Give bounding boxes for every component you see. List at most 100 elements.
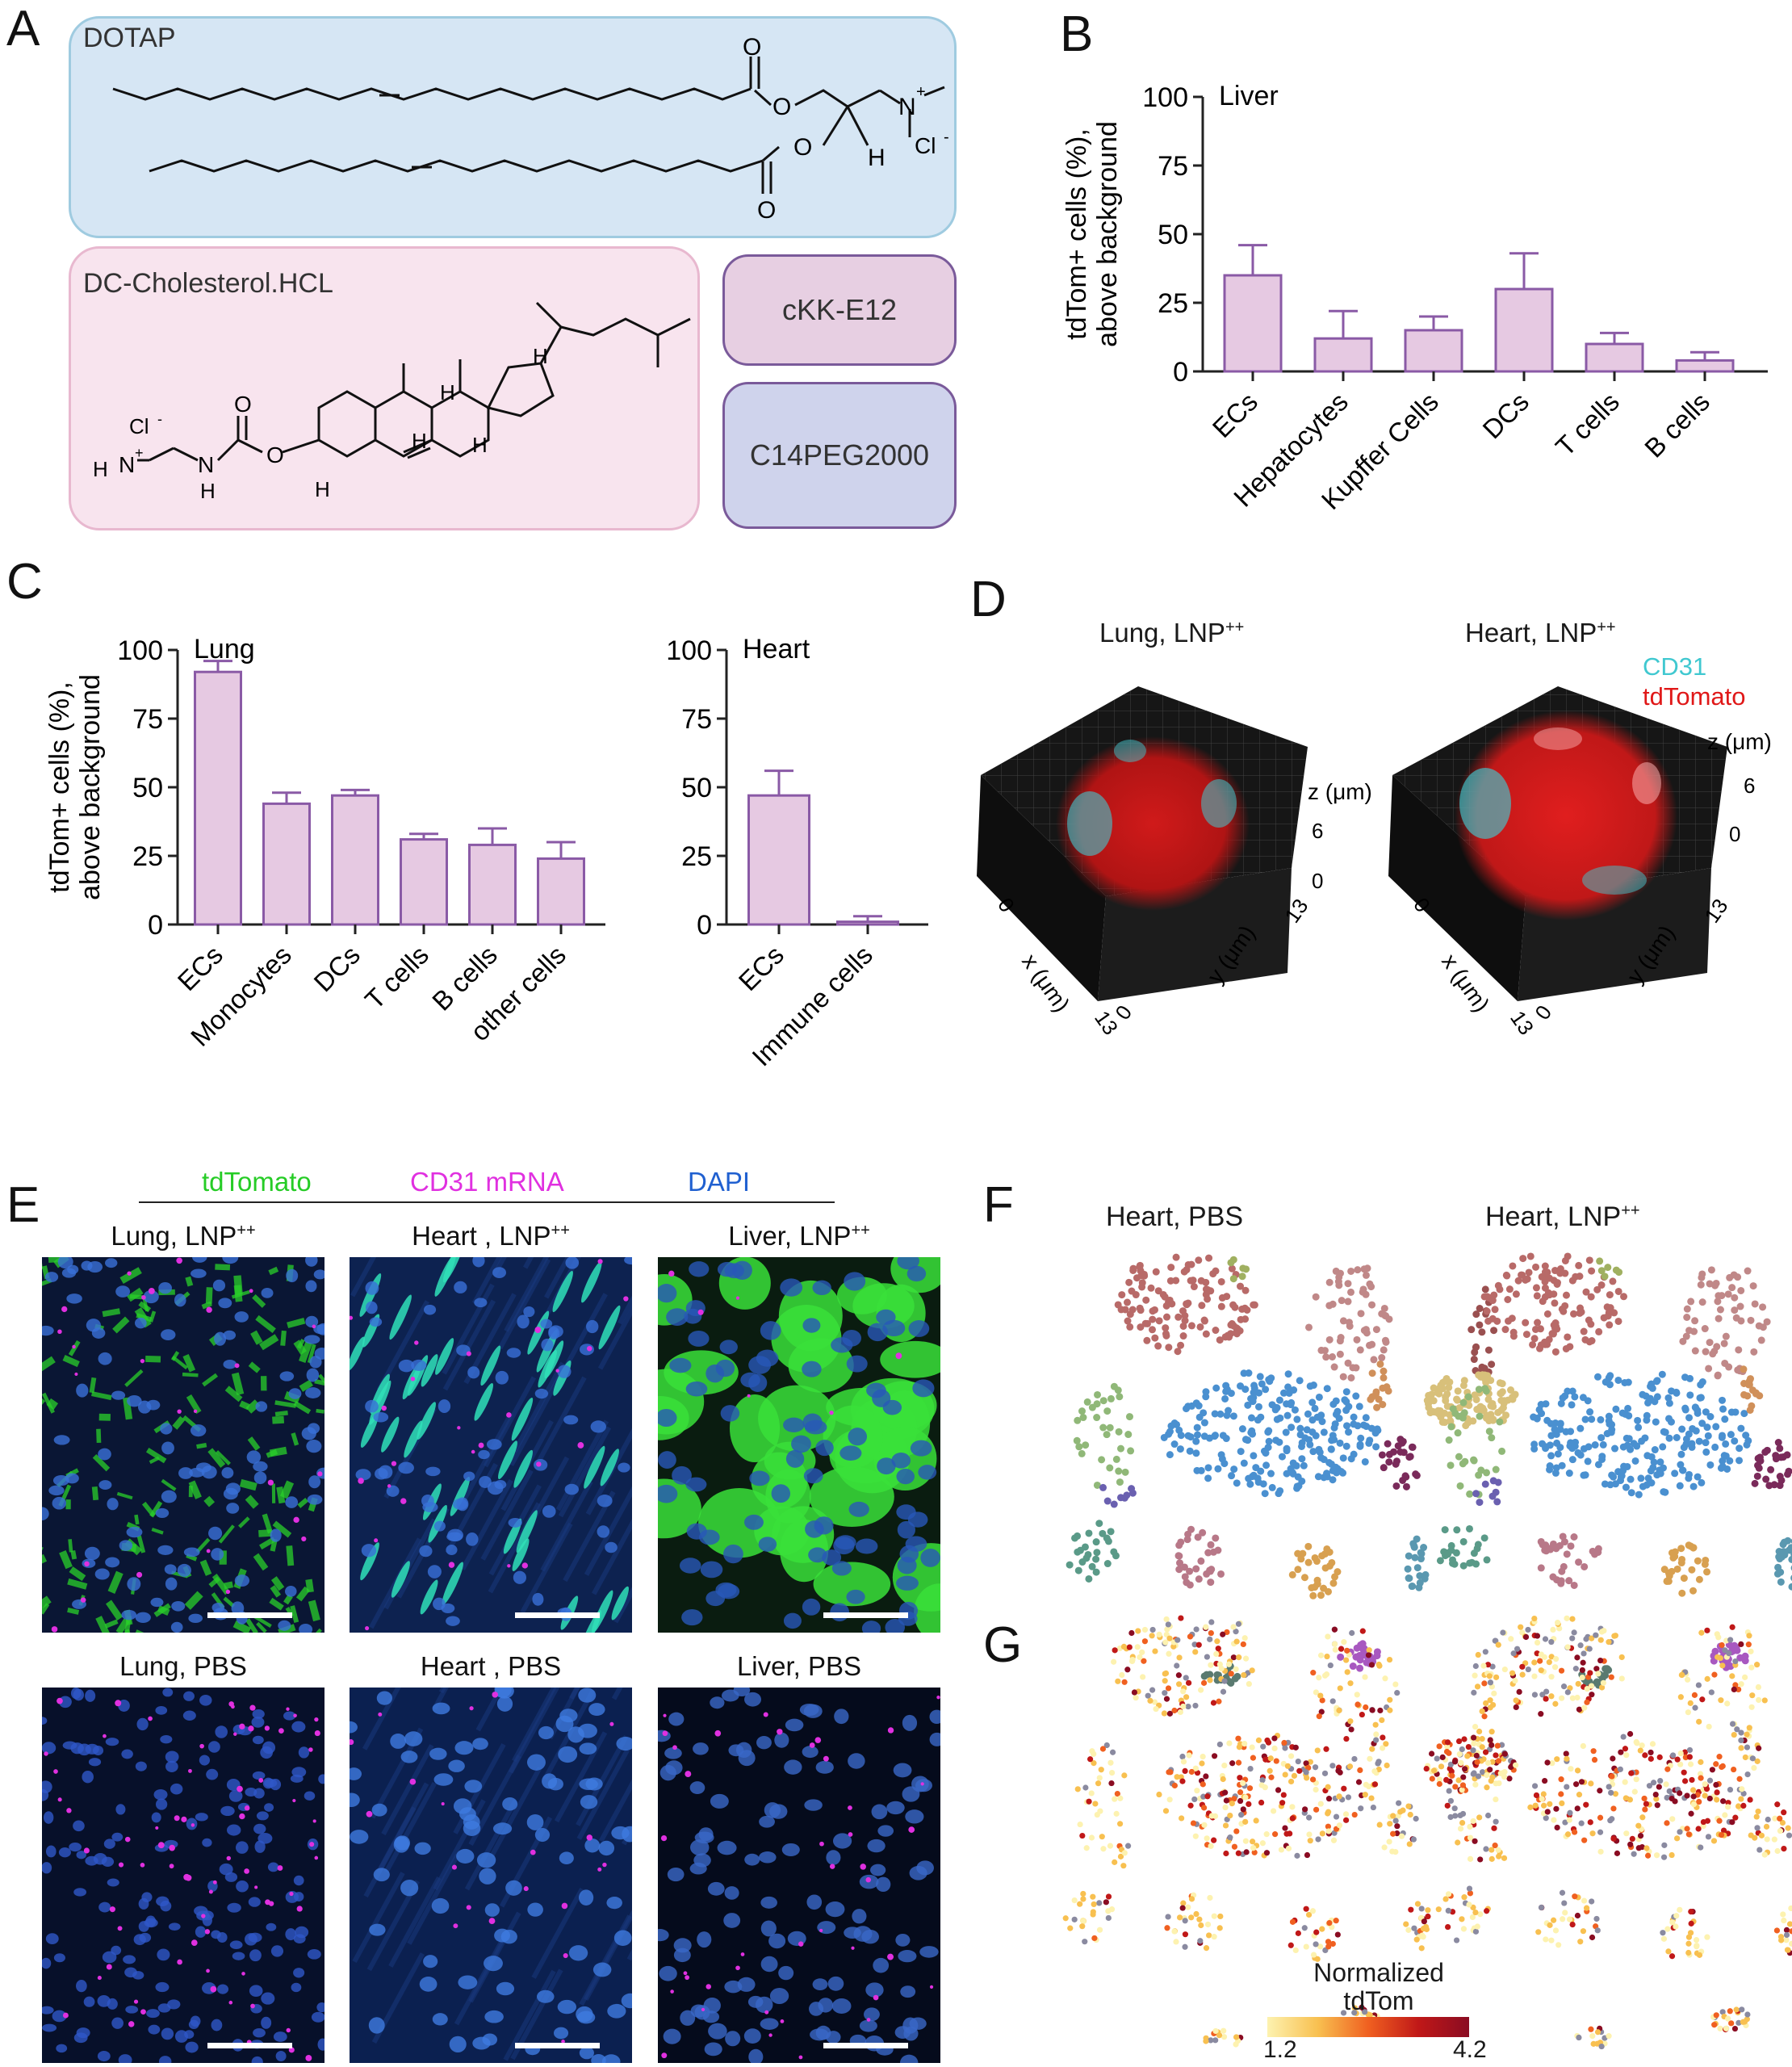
cell-point <box>1587 1320 1595 1328</box>
cell-point <box>1342 1811 1350 1818</box>
cell-point <box>1457 1826 1464 1832</box>
cell-point <box>1381 1336 1389 1344</box>
dapi-nucleus <box>245 1933 257 1946</box>
cell-point <box>1207 1541 1215 1549</box>
cd31-mrna-dot <box>293 1516 299 1524</box>
dapi-nucleus <box>454 1741 474 1755</box>
cell-point <box>1313 1929 1320 1935</box>
dapi-nucleus <box>743 2028 761 2044</box>
cell-point <box>1103 1534 1111 1542</box>
dapi-nucleus <box>578 1688 597 1703</box>
cd31-mrna-dot <box>365 1625 370 1631</box>
cell-point <box>1192 1702 1199 1709</box>
cd31-mrna-dot <box>873 1994 879 2001</box>
cd31-mrna-dot <box>809 1742 815 1748</box>
cell-point <box>1455 1738 1463 1745</box>
cell-point <box>1637 1747 1643 1754</box>
tdtomato-signal <box>112 1316 130 1334</box>
cell-point <box>1325 1809 1332 1815</box>
e-title-6: Liver, PBS <box>736 1651 862 1681</box>
cell-point <box>1180 1688 1187 1695</box>
cd31-mrna-dot <box>51 1626 58 1633</box>
dapi-nucleus <box>791 1435 811 1453</box>
cell-point <box>1552 1927 1560 1934</box>
cell-point <box>1584 1699 1590 1705</box>
cell-point <box>1297 1555 1305 1563</box>
cell-point <box>1501 1326 1509 1334</box>
dapi-nucleus <box>107 1498 119 1511</box>
dapi-nucleus <box>541 1338 554 1352</box>
cd31-mrna-dot <box>314 1855 319 1860</box>
cell-point <box>1117 1795 1124 1801</box>
cell-point <box>1164 1925 1170 1931</box>
dapi-nucleus <box>803 1468 823 1484</box>
cd31-mrna-dot <box>124 1836 131 1843</box>
cell-point <box>1444 1739 1451 1746</box>
cell-point <box>1351 1755 1358 1763</box>
cell-point <box>1786 1832 1792 1838</box>
cell-point <box>1747 1797 1753 1803</box>
cd31-mrna-dot <box>672 1745 677 1750</box>
cell-point <box>1212 2037 1219 2044</box>
dapi-nucleus <box>85 1855 98 1866</box>
tissue-fiber <box>350 1257 377 1298</box>
cell-point <box>1489 1663 1496 1670</box>
dapi-nucleus <box>554 2027 569 2040</box>
cell-point <box>1704 1818 1711 1824</box>
tdtomato-signal <box>307 1344 316 1364</box>
tissue-fiber <box>489 1767 542 1858</box>
dapi-nucleus <box>871 1804 888 1820</box>
cell-point <box>1653 1852 1660 1859</box>
cell-point <box>1481 1285 1489 1293</box>
cell-point <box>1621 1378 1629 1386</box>
tsne-panel-cluster <box>1066 1253 1519 1687</box>
cell-point <box>1702 1348 1710 1356</box>
cell-point <box>1483 1307 1491 1315</box>
cell-point <box>1736 1654 1744 1662</box>
cell-point <box>1204 1835 1210 1842</box>
cell-point <box>1335 1767 1342 1774</box>
cell-point <box>1501 1773 1508 1780</box>
cell-point <box>1772 1815 1778 1822</box>
cell-point <box>1392 1457 1401 1465</box>
cell-point <box>1669 1919 1676 1926</box>
cell-point <box>1238 1305 1246 1313</box>
cell-point <box>1167 1264 1175 1272</box>
cell-point <box>1622 1410 1630 1418</box>
cell-point <box>1105 1893 1112 1900</box>
cell-point <box>1188 1896 1195 1902</box>
cell-point <box>1436 1407 1444 1415</box>
cd31-mrna-dot <box>865 1876 872 1883</box>
cell-point <box>1336 1822 1343 1829</box>
cell-point <box>1362 1414 1370 1422</box>
cell-point <box>1697 1281 1705 1289</box>
cd31-mrna-dot <box>530 1849 536 1855</box>
dapi-nucleus <box>291 1982 302 1993</box>
dapi-nucleus <box>478 1449 490 1460</box>
panel-label-e: E <box>6 1177 40 1233</box>
dapi-nucleus <box>690 2004 707 2018</box>
dapi-nucleus <box>831 1998 852 2014</box>
tdtomato-signal <box>512 1538 530 1571</box>
tdtomato-signal <box>250 1330 263 1345</box>
dapi-nucleus <box>666 1308 689 1326</box>
cell-point <box>1564 1689 1571 1696</box>
cell-point <box>1074 1548 1082 1556</box>
cell-point <box>1744 1267 1752 1275</box>
cell-point <box>1279 1389 1287 1397</box>
cell-point <box>1075 1443 1083 1451</box>
cell-point <box>1588 1267 1596 1275</box>
cell-point <box>1704 1627 1710 1633</box>
cell-point <box>1715 1654 1721 1660</box>
cell-point <box>1581 1897 1588 1904</box>
dapi-nucleus <box>427 1565 442 1579</box>
dapi-nucleus <box>124 1967 137 1978</box>
dapi-nucleus <box>586 1319 599 1334</box>
cell-point <box>1442 1896 1449 1902</box>
cell-point <box>1264 1737 1271 1744</box>
dapi-nucleus <box>492 1822 513 1835</box>
cell-point <box>1489 1416 1497 1424</box>
dapi-nucleus <box>848 1501 869 1517</box>
cell-point <box>1729 1624 1735 1630</box>
cell-point <box>1537 1537 1545 1545</box>
